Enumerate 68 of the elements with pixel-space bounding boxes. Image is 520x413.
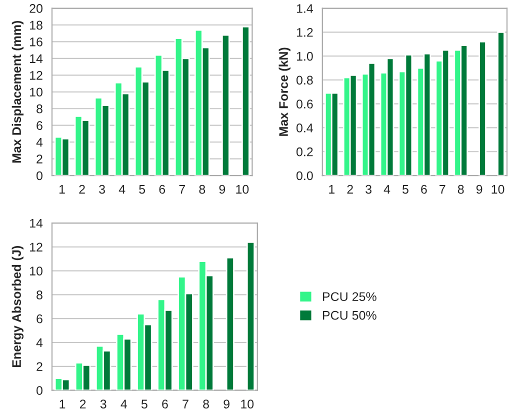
y-tick-label: 0.4 — [296, 124, 314, 132]
bar — [246, 241, 256, 390]
y-tick-label: 0.2 — [296, 147, 313, 156]
x-tick-label: 6 — [421, 184, 427, 194]
x-tick-label: 3 — [366, 184, 372, 194]
y-tick-label: 8 — [36, 290, 42, 300]
y-tick-label: 14 — [30, 218, 43, 228]
y-tick-label: 0.6 — [296, 100, 313, 108]
x-tick-label: 10 — [241, 400, 254, 408]
y-tick-label: 10 — [30, 266, 42, 276]
x-tick-label: 5 — [139, 185, 146, 194]
x-tick-label: 5 — [141, 400, 148, 408]
x-tick-label: 8 — [458, 184, 464, 194]
x-tick-label: 3 — [100, 400, 106, 408]
x-tick-label: 10 — [492, 184, 504, 194]
x-tick-label: 8 — [203, 400, 209, 408]
x-tick-label: 3 — [99, 184, 105, 194]
x-tick-label: 9 — [476, 184, 482, 194]
y-tick-label: 0 — [36, 386, 42, 395]
bar — [221, 34, 230, 176]
bar — [241, 26, 250, 176]
x-tick-label: 9 — [224, 400, 230, 408]
x-tick-label: 10 — [236, 184, 249, 194]
y-tick-label: 2 — [36, 362, 42, 371]
y-tick-label: 1.4 — [296, 4, 314, 13]
y-tick-label: 6 — [36, 121, 42, 130]
x-tick-label: 6 — [162, 400, 168, 408]
x-tick-label: 4 — [120, 400, 127, 408]
x-tick-label: 2 — [347, 184, 353, 194]
x-tick-label: 8 — [199, 184, 206, 194]
y-axis-title: Max Displacement (mm) — [12, 20, 24, 163]
y-tick-label: 0 — [36, 171, 42, 180]
x-tick-label: 1 — [329, 185, 334, 194]
bar — [226, 256, 234, 390]
y-tick-label: 4 — [36, 138, 43, 147]
legend-label: PCU 50% — [322, 310, 376, 320]
x-tick-label: 1 — [60, 400, 66, 408]
x-tick-label: 7 — [179, 185, 185, 194]
y-axis-title: Energy Absorbed (J) — [12, 246, 24, 368]
y-tick-label: 14 — [30, 54, 43, 63]
y-tick-label: 6 — [36, 314, 42, 324]
y-tick-label: 12 — [30, 70, 42, 80]
bar — [497, 31, 505, 176]
y-tick-label: 16 — [30, 38, 42, 46]
y-tick-label: 1.0 — [296, 52, 313, 61]
y-tick-label: 8 — [36, 104, 42, 114]
y-tick-label: 0.0 — [296, 171, 313, 180]
x-tick-label: 4 — [384, 185, 390, 194]
bar — [478, 41, 486, 176]
x-tick-label: 9 — [219, 184, 226, 194]
x-tick-label: 2 — [79, 184, 85, 194]
legend-label: PCU 25% — [322, 292, 376, 302]
x-tick-label: 2 — [80, 400, 86, 408]
x-tick-label: 7 — [182, 400, 188, 408]
y-axis-title: Max Force (kN) — [278, 48, 290, 136]
x-tick-label: 1 — [59, 185, 65, 194]
x-tick-label: 7 — [440, 185, 446, 194]
y-tick-label: 10 — [30, 88, 42, 97]
y-tick-label: 12 — [30, 242, 42, 252]
y-tick-label: 4 — [36, 338, 43, 348]
x-tick-label: 5 — [402, 185, 408, 194]
y-tick-label: 20 — [30, 4, 42, 13]
x-tick-label: 4 — [118, 185, 126, 194]
y-tick-label: 0.8 — [296, 76, 313, 85]
y-tick-label: 18 — [30, 20, 42, 30]
y-tick-label: 1.2 — [296, 28, 313, 37]
x-tick-label: 6 — [159, 184, 166, 194]
y-tick-label: 2 — [36, 154, 42, 164]
